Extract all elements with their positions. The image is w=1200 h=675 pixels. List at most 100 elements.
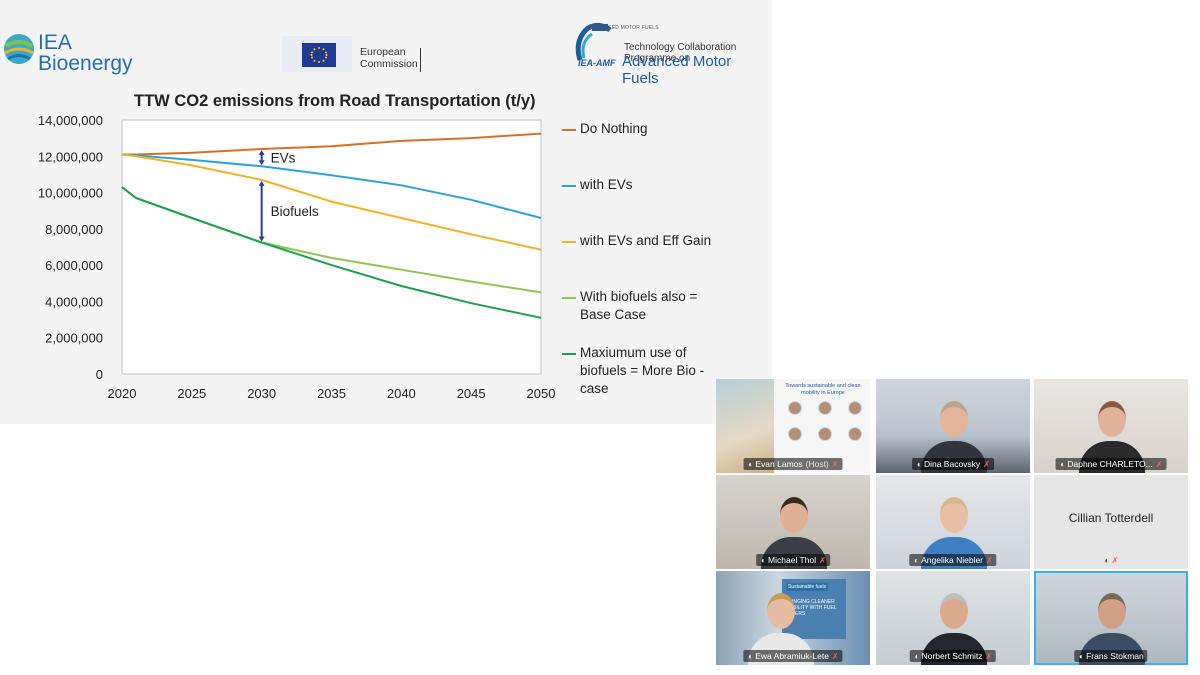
participant-name: Ewa Abramiuk-Lete xyxy=(755,651,829,661)
series-line-0 xyxy=(122,132,542,156)
shared-slide: IEA Bioenergy European Commission ADVANC… xyxy=(0,0,772,424)
emissions-line-chart: 0 2,000,000 4,000,000 6,000,000 8,000,000 10,… xyxy=(38,113,556,401)
participant-name: Daphne CHARLETO... xyxy=(1067,459,1153,469)
participant-namebar: ◖ Norbert Schmitz ✗ xyxy=(909,650,997,662)
participant-name: Michael Thol xyxy=(768,555,817,565)
x-tick-label: 2045 xyxy=(457,386,486,401)
mic-muted-icon: ✗ xyxy=(831,651,839,661)
participant-name: Evan Lamos xyxy=(755,459,803,469)
x-tick-label: 2040 xyxy=(387,386,416,401)
iea-bioenergy-text: IEA Bioenergy xyxy=(38,31,133,75)
participant-namebar: ◖ Michael Thol ✗ xyxy=(756,554,830,566)
annotation-label: EVs xyxy=(271,151,296,166)
speaker-avatar xyxy=(848,427,862,441)
annotation-arrowhead xyxy=(258,150,265,156)
participant-tile[interactable]: Cillian Totterdell ◖ ✗ xyxy=(1034,475,1188,569)
eu-flag-icon xyxy=(302,43,336,67)
participant-name: Angelika Niebler xyxy=(921,555,984,565)
participant-tile[interactable]: Towards sustainable and clean mobility i… xyxy=(716,379,870,473)
plot-area xyxy=(121,119,542,375)
participant-namebar: ◖ ✗ xyxy=(1100,555,1123,566)
participant-head xyxy=(1098,401,1126,437)
headset-icon: ◖ xyxy=(760,555,766,565)
headset-icon: ◖ xyxy=(913,555,919,565)
banner-text: BRINGING CLEANER MOBILITY WITH FUEL ETHE… xyxy=(785,599,837,617)
participant-name-large: Cillian Totterdell xyxy=(1068,511,1154,525)
legend-label: with EVs and Eff Gain xyxy=(580,233,712,248)
promo-image xyxy=(716,379,774,473)
participant-head xyxy=(940,401,968,437)
european-commission-logo: European Commission xyxy=(282,36,442,76)
participant-namebar: ◖ Ewa Abramiuk-Lete ✗ xyxy=(743,650,843,662)
legend-label: Maxiumum use of biofuels = More Bio - ca… xyxy=(580,345,705,396)
participant-tile[interactable]: ◖ Norbert Schmitz ✗ xyxy=(876,571,1030,665)
promo-heading: Towards sustainable and clean mobility i… xyxy=(785,383,861,396)
y-tick-label: 2,000,000 xyxy=(45,331,103,346)
y-tick-label: 0 xyxy=(96,367,103,382)
participant-tile[interactable]: ◖ Daphne CHARLETO... ✗ xyxy=(1034,379,1188,473)
participant-tile[interactable]: ◖ Michael Thol ✗ xyxy=(716,475,870,569)
x-tick-label: 2025 xyxy=(177,386,206,401)
participant-tile[interactable]: ◖ Angelika Niebler ✗ xyxy=(876,475,1030,569)
legend-swatch xyxy=(562,297,576,299)
headset-icon: ◖ xyxy=(916,459,921,469)
mic-muted-icon: ✗ xyxy=(985,651,993,661)
participant-head xyxy=(780,497,808,533)
participant-namebar: ◖ Evan Lamos (Host) ✗ xyxy=(743,458,843,470)
y-tick-label: 8,000,000 xyxy=(45,222,103,237)
speaker-avatar xyxy=(788,401,802,415)
series-line-1 xyxy=(121,153,542,219)
headset-icon: ◖ xyxy=(1059,459,1065,469)
participant-name: Norbert Schmitz xyxy=(921,651,983,661)
chart-title: TTW CO2 emissions from Road Transportati… xyxy=(134,92,536,110)
participant-name: Dina Bacovsky xyxy=(923,459,981,469)
y-tick-label: 12,000,000 xyxy=(38,149,103,164)
legend-swatch xyxy=(562,129,576,131)
participant-tile[interactable]: Sustainable fuels BRINGING CLEANER MOBILI… xyxy=(716,571,870,665)
headset-icon: ◖ xyxy=(1078,651,1084,661)
participant-head xyxy=(767,593,795,629)
mic-muted-icon: ✗ xyxy=(1111,556,1119,565)
participant-name: Frans Stokman xyxy=(1086,651,1144,661)
host-label: (Host) xyxy=(805,459,829,469)
legend-label: With biofuels also = Base Case xyxy=(580,289,698,322)
legend-label: Do Nothing xyxy=(580,121,648,136)
participant-namebar: ◖ Dina Bacovsky ✗ xyxy=(912,458,994,470)
participant-head xyxy=(1098,593,1126,629)
iea-amf-logo: ADVANCED MOTOR FUELS Technology Collabor… xyxy=(568,18,768,87)
mic-muted-icon: ✗ xyxy=(831,459,839,469)
speaker-avatar xyxy=(848,401,862,415)
headset-icon: ◖ xyxy=(913,651,919,661)
headset-icon: ◖ xyxy=(1103,556,1109,565)
annotation-label: Biofuels xyxy=(271,204,319,219)
legend-swatch xyxy=(562,353,576,355)
mic-muted-icon: ✗ xyxy=(986,555,993,565)
annotation-arrowhead xyxy=(258,180,265,186)
y-tick-label: 6,000,000 xyxy=(45,258,103,273)
iea-bioenergy-logo: IEA Bioenergy xyxy=(2,28,142,74)
participant-namebar: ◖ Daphne CHARLETO... ✗ xyxy=(1055,458,1167,470)
annotation-arrowhead xyxy=(258,160,265,166)
y-tick-label: 14,000,000 xyxy=(38,113,103,128)
y-tick-label: 10,000,000 xyxy=(38,186,103,201)
ec-text: European Commission xyxy=(360,46,418,70)
headset-icon: ◖ xyxy=(747,651,753,661)
fuel-nozzle-icon xyxy=(575,22,612,61)
y-tick-label: 4,000,000 xyxy=(45,294,103,309)
series-line-4 xyxy=(121,186,542,319)
mic-muted-icon: ✗ xyxy=(983,459,990,469)
participant-head xyxy=(940,497,968,533)
series-line-2 xyxy=(121,153,542,251)
x-tick-label: 2030 xyxy=(247,386,276,401)
participant-namebar: ◖ Frans Stokman xyxy=(1074,650,1148,662)
participant-namebar: ◖ Angelika Niebler ✗ xyxy=(909,554,997,566)
participant-tile[interactable]: ◖ Frans Stokman xyxy=(1034,571,1188,665)
participant-tile[interactable]: ◖ Dina Bacovsky ✗ xyxy=(876,379,1030,473)
annotation-arrowhead xyxy=(258,236,265,242)
mic-muted-icon: ✗ xyxy=(819,555,826,565)
legend-swatch xyxy=(562,185,576,187)
headset-icon: ◖ xyxy=(747,459,753,469)
speaker-avatar xyxy=(788,427,802,441)
speaker-avatar xyxy=(818,401,832,415)
background-banner: Sustainable fuels BRINGING CLEANER MOBILI… xyxy=(782,579,846,639)
